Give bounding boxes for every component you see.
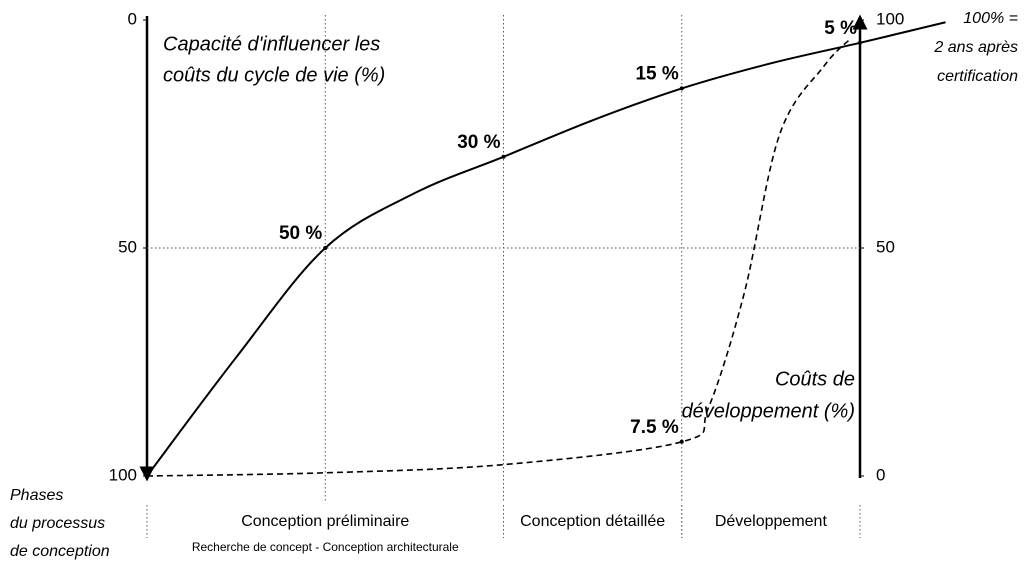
label-line: Capacité d'influencer les bbox=[163, 33, 380, 55]
value-label: 50 % bbox=[279, 223, 322, 244]
phase-sublabel: Recherche de concept - Conception archit… bbox=[192, 540, 459, 554]
y2-tick-label: 100 bbox=[876, 9, 904, 28]
point bbox=[501, 154, 506, 159]
series-line bbox=[146, 37, 852, 477]
label-line: coûts du cycle de vie (%) bbox=[163, 64, 385, 86]
point bbox=[679, 439, 684, 444]
label-line: développement (%) bbox=[682, 400, 855, 422]
label-line: du processus bbox=[10, 515, 105, 532]
label-line: de conception bbox=[10, 543, 110, 560]
label-line: Coûts de bbox=[775, 368, 855, 390]
y2-tick-label: 0 bbox=[876, 465, 885, 484]
label-line: Phases bbox=[10, 487, 63, 504]
y-tick-label: 50 bbox=[118, 237, 137, 256]
point bbox=[858, 40, 862, 45]
label-line: 100% = bbox=[963, 10, 1018, 27]
phase-label: Conception détaillée bbox=[520, 513, 665, 530]
point bbox=[679, 86, 684, 91]
label-line: certification bbox=[937, 68, 1018, 85]
value-label: 30 % bbox=[457, 132, 500, 153]
phase-label: Conception préliminaire bbox=[241, 513, 409, 530]
series-line bbox=[146, 21, 946, 477]
value-label: 7.5 % bbox=[630, 417, 679, 438]
y-tick-label: 100 bbox=[109, 465, 137, 484]
y2-tick-label: 50 bbox=[876, 237, 895, 256]
value-label: 5 % bbox=[824, 18, 857, 39]
phase-label: Développement bbox=[715, 513, 828, 530]
y-tick-label: 0 bbox=[128, 9, 137, 28]
point bbox=[323, 246, 328, 250]
value-label: 15 % bbox=[635, 63, 678, 84]
label-line: 2 ans après bbox=[933, 39, 1018, 56]
